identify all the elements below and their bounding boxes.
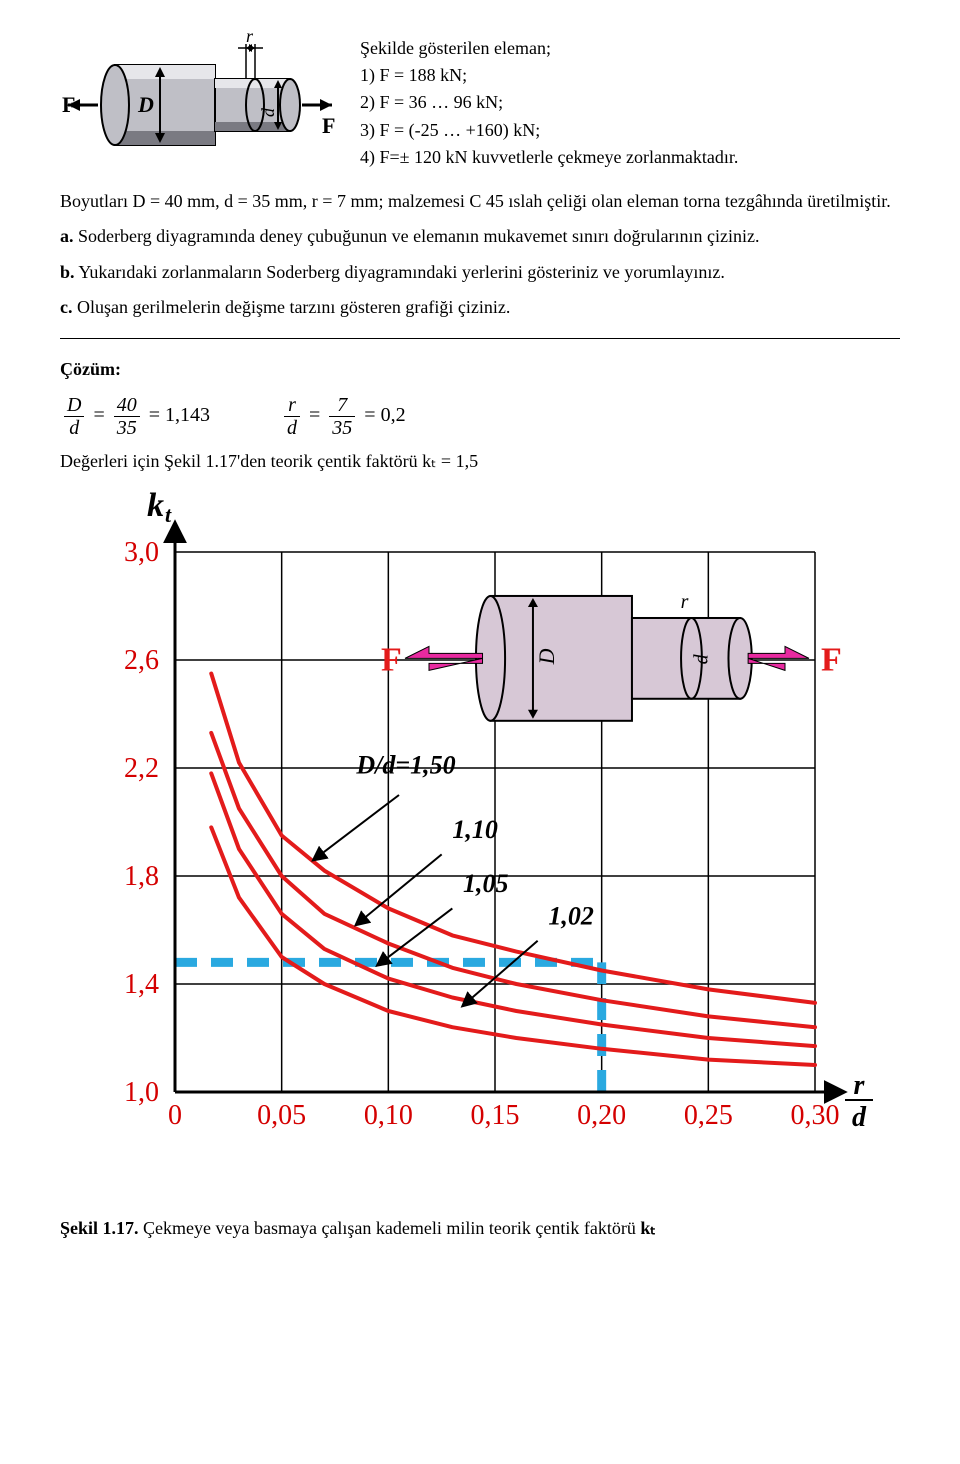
problem-intro-block: Şekilde gösterilen eleman; 1) F = 188 kN… bbox=[360, 30, 738, 177]
svg-text:D: D bbox=[137, 92, 154, 117]
kt-line: Değerleri için Şekil 1.17'den teorik çen… bbox=[60, 449, 900, 474]
problem-intro: Şekilde gösterilen eleman; bbox=[360, 36, 738, 61]
r2-valden: 35 bbox=[329, 417, 355, 439]
problem-item-4: 4) F=± 120 kN kuvvetlerle çekmeye zorlan… bbox=[360, 145, 738, 170]
svg-text:k: k bbox=[147, 492, 164, 524]
svg-text:F: F bbox=[62, 92, 75, 117]
divider bbox=[60, 338, 900, 339]
caption-text: Çekmeye veya basmaya çalışan kademeli mi… bbox=[139, 1218, 641, 1238]
svg-text:r: r bbox=[681, 591, 689, 613]
question-b: b. Yukarıdaki zorlanmaların Soderberg di… bbox=[60, 260, 900, 285]
caption-prefix: Şekil 1.17. bbox=[60, 1218, 139, 1238]
svg-text:0,30: 0,30 bbox=[791, 1100, 840, 1131]
svg-text:1,02: 1,02 bbox=[548, 902, 594, 931]
r1-valden: 35 bbox=[114, 417, 140, 439]
svg-text:3,0: 3,0 bbox=[124, 537, 159, 568]
svg-text:1,10: 1,10 bbox=[452, 816, 498, 845]
r2-valnum: 7 bbox=[329, 394, 355, 417]
svg-text:r: r bbox=[246, 30, 254, 46]
top-region: F F Dr d Şekilde gösterilen eleman; 1) F = … bbox=[60, 30, 900, 177]
r1-num: D bbox=[64, 394, 84, 417]
shaft-svg: F F Dr d bbox=[60, 30, 340, 170]
r1-valnum: 40 bbox=[114, 394, 140, 417]
shaft-figure: F F Dr d bbox=[60, 30, 340, 177]
svg-text:F: F bbox=[821, 642, 842, 679]
r1-eq: = 1,143 bbox=[149, 404, 210, 426]
label-a: a. bbox=[60, 226, 74, 246]
problem-item-1: 1) F = 188 kN; bbox=[360, 63, 738, 88]
svg-text:F: F bbox=[381, 642, 402, 679]
svg-text:2,6: 2,6 bbox=[124, 645, 159, 676]
svg-text:0,25: 0,25 bbox=[684, 1100, 733, 1131]
svg-text:1,4: 1,4 bbox=[124, 969, 159, 1000]
svg-text:0,10: 0,10 bbox=[364, 1100, 413, 1131]
r2-num: r bbox=[284, 394, 300, 417]
svg-text:d: d bbox=[691, 654, 713, 665]
text-a: Soderberg diyagramında deney çubuğunun v… bbox=[78, 226, 759, 246]
r1-den: d bbox=[64, 417, 84, 439]
svg-text:D: D bbox=[534, 649, 559, 666]
problem-item-2: 2) F = 36 … 96 kN; bbox=[360, 90, 738, 115]
svg-text:D/d=1,50: D/d=1,50 bbox=[355, 751, 455, 780]
svg-text:0: 0 bbox=[168, 1100, 182, 1131]
label-c: c. bbox=[60, 297, 73, 317]
problem-item-3: 3) F = (-25 … +160) kN; bbox=[360, 118, 738, 143]
question-a: a. Soderberg diyagramında deney çubuğunu… bbox=[60, 224, 900, 249]
svg-text:1,0: 1,0 bbox=[124, 1077, 159, 1108]
svg-text:r: r bbox=[854, 1070, 866, 1101]
question-c: c. Oluşan gerilmelerin değişme tarzını g… bbox=[60, 295, 900, 320]
text-b: Yukarıdaki zorlanmaların Soderberg diyag… bbox=[78, 262, 724, 282]
caption-kt: kₜ bbox=[640, 1218, 655, 1238]
chart-wrap: 0 0,05 0,10 0,15 0,20 0,25 0,30 1,0 1,4 1,8 2,2 2,6… bbox=[60, 492, 900, 1199]
svg-text:0,05: 0,05 bbox=[257, 1100, 306, 1131]
svg-text:t: t bbox=[165, 502, 172, 527]
text-c: Oluşan gerilmelerin değişme tarzını göst… bbox=[77, 297, 510, 317]
r2-den: d bbox=[284, 417, 300, 439]
svg-text:0,15: 0,15 bbox=[471, 1100, 520, 1131]
figure-caption: Şekil 1.17. Çekmeye veya basmaya çalışan… bbox=[60, 1216, 900, 1241]
svg-text:F: F bbox=[322, 113, 335, 138]
svg-text:0,20: 0,20 bbox=[577, 1100, 626, 1131]
svg-text:2,2: 2,2 bbox=[124, 753, 159, 784]
svg-text:d: d bbox=[258, 107, 278, 117]
solution-heading: Çözüm: bbox=[60, 357, 900, 382]
ratio-2: rd = 735 = 0,2 bbox=[280, 394, 406, 439]
svg-text:1,05: 1,05 bbox=[463, 870, 509, 899]
svg-text:1,8: 1,8 bbox=[124, 861, 159, 892]
kt-chart: 0 0,05 0,10 0,15 0,20 0,25 0,30 1,0 1,4 1,8 2,2 2,6… bbox=[60, 492, 900, 1192]
label-b: b. bbox=[60, 262, 75, 282]
svg-text:d: d bbox=[852, 1102, 867, 1133]
ratio-1: Dd = 4035 = 1,143 bbox=[60, 394, 210, 439]
r2-eq: = 0,2 bbox=[364, 404, 405, 426]
ratios-row: Dd = 4035 = 1,143 rd = 735 = 0,2 bbox=[60, 394, 900, 439]
dimensions-para: Boyutları D = 40 mm, d = 35 mm, r = 7 mm… bbox=[60, 189, 900, 214]
